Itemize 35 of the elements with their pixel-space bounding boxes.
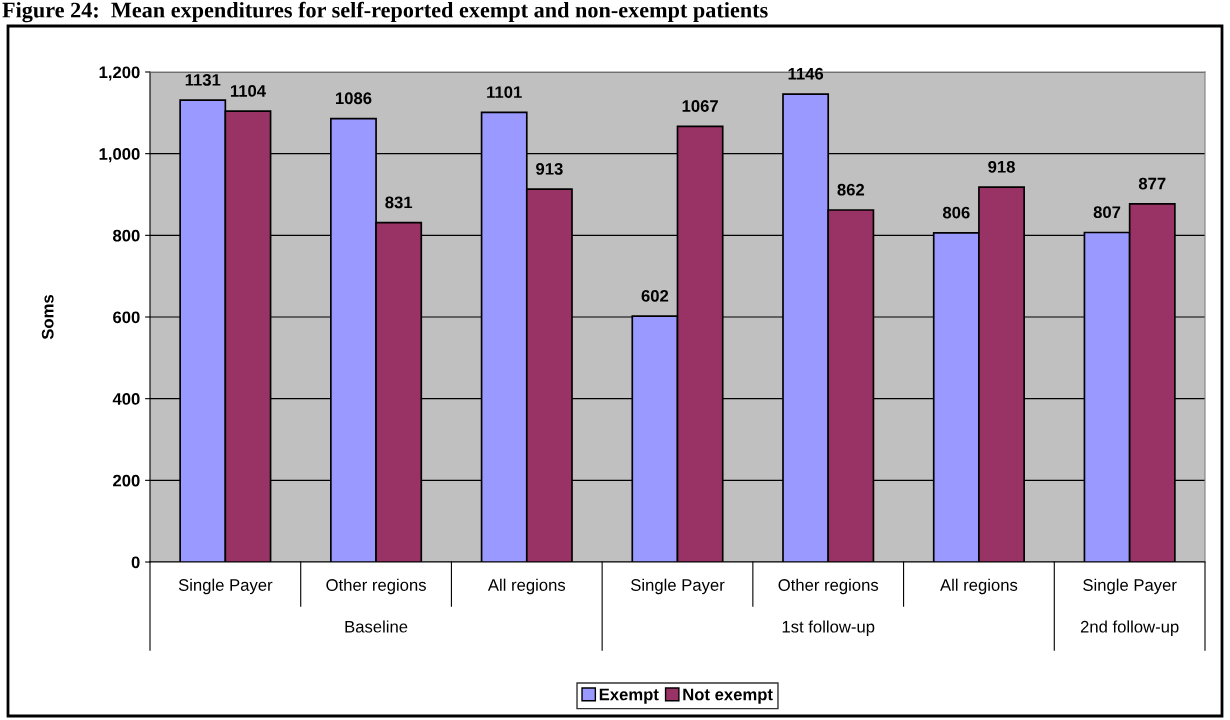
y-tick-label: 800 [113,229,140,242]
data-label: 862 [837,183,865,196]
data-label: 918 [988,160,1015,173]
data-label: 806 [942,206,970,219]
data-label: 807 [1093,206,1121,219]
y-tick-label: 1,000 [99,148,140,163]
data-label: 1067 [682,100,718,112]
x-tick-label: Single Payer [178,578,273,595]
y-tick-label: 1,200 [99,66,140,81]
data-label: 1146 [788,67,824,80]
x-tick-label: All regions [940,578,1018,595]
y-tick-label: 200 [113,474,140,487]
legend-label: Exempt [599,688,659,704]
chart-title: Figure 24: Mean expenditures for self-reported exempt and non-exempt patients [2,1,768,23]
x-tick-label: Single Payer [1083,578,1177,595]
x-tick-label: Other regions [778,578,879,595]
text: Baseline [345,620,408,633]
y-tick-label: 600 [113,311,140,324]
y-tick-label: 400 [112,393,140,405]
data-label: 1101 [487,86,522,99]
data-label: 602 [641,289,669,302]
data-label: 1104 [230,84,266,97]
x-tick-label: All regions [487,578,566,595]
data-label: 1131 [185,73,221,86]
legend-label: Not exempt [683,688,773,704]
data-label: 913 [536,162,563,175]
data-label: 877 [1138,177,1166,190]
y-axis-title: Soms [41,294,54,340]
data-label: 831 [385,196,413,209]
x-tick-label: Single Payer [631,578,725,595]
text: 1st follow-up [782,620,875,636]
x-tick-label: Other regions [326,578,426,595]
text: 2nd follow-up [1080,620,1179,636]
y-tick-label: 0 [131,556,140,569]
data-label: 1086 [335,92,372,105]
